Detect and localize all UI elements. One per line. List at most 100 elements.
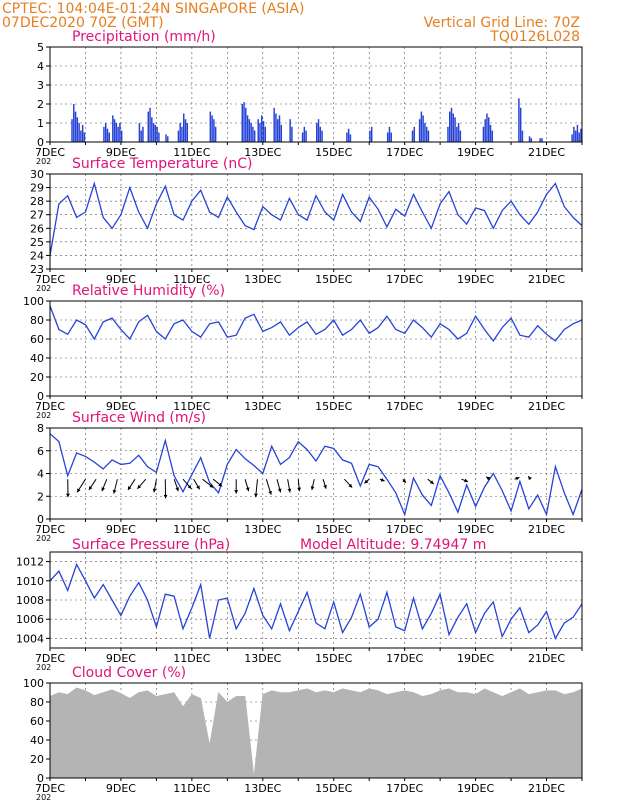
precip-bar (424, 123, 426, 142)
precip-bar (138, 123, 141, 142)
wind-arrow-head (277, 488, 282, 493)
x-tick-label: 9DEC (106, 523, 136, 536)
precip-bar (482, 126, 485, 142)
y-tick-label: 0 (37, 136, 44, 149)
x-tick-label: 9DEC (106, 273, 136, 286)
x-tick-label: 11DEC (173, 652, 210, 665)
precip-bar (81, 124, 84, 142)
x-tick-label: 7DEC (35, 652, 65, 665)
wind-arrow-head (77, 488, 81, 493)
precip-bar (165, 134, 167, 142)
precip-bar (106, 128, 109, 142)
precip-bar (253, 130, 256, 142)
x-tick-label: 9DEC (106, 652, 136, 665)
y-tick-label: 8 (37, 422, 44, 435)
wind-arrow-head (297, 487, 302, 492)
y-tick-label: 60 (30, 333, 44, 346)
x-tick-label: 15DEC (315, 652, 352, 665)
series-line (49, 562, 583, 640)
x-tick-label: 13DEC (244, 523, 281, 536)
wind-arrow-head (234, 490, 239, 494)
panel-title: Precipitation (mm/h) (72, 29, 216, 45)
wind-arrow-head (323, 484, 327, 489)
wind-arrow-head (254, 493, 258, 498)
series-line (49, 433, 583, 517)
series-line (49, 181, 583, 256)
precip-bar (250, 123, 252, 142)
wind-arrow-head (429, 480, 434, 484)
precip-bar (521, 130, 524, 142)
wind-arrow-head (402, 478, 406, 483)
precip-bar (76, 117, 79, 142)
precip-bar (273, 107, 275, 142)
precip-bar (573, 126, 575, 142)
precip-bar (447, 126, 449, 142)
precip-bar (275, 113, 277, 142)
wind-arrow-head (486, 476, 491, 481)
series-line (49, 305, 583, 343)
y-tick-label: 40 (30, 352, 44, 365)
y-tick-label: 100 (23, 295, 44, 308)
wind-arrow-head (218, 482, 223, 487)
precip-bar (119, 123, 121, 142)
precip-bar (80, 130, 82, 142)
x-year-label: 202 (36, 534, 51, 543)
wind-arrow-head (152, 488, 157, 493)
panel-title: Relative Humidity (%) (72, 283, 225, 299)
x-tick-label: 17DEC (386, 652, 423, 665)
precip-bar (576, 124, 579, 142)
wind-arrow-head (515, 476, 520, 481)
x-tick-label: 7DEC (35, 782, 65, 795)
precip-bar (486, 113, 488, 142)
x-tick-label: 11DEC (173, 782, 210, 795)
precip-bar (518, 98, 520, 142)
x-tick-label: 9DEC (106, 400, 136, 413)
precip-bar (578, 132, 580, 142)
x-tick-label: 19DEC (457, 523, 494, 536)
precip-bar (301, 132, 304, 142)
x-tick-label: 21DEC (528, 273, 565, 286)
panel-title: Cloud Cover (%) (72, 665, 186, 681)
precip-bar (280, 124, 283, 142)
panel-frame (49, 427, 583, 520)
precip-bar (276, 119, 279, 142)
panel-frame (49, 46, 583, 143)
y-tick-label: 0 (37, 513, 44, 526)
wind-arrow-head (268, 490, 272, 495)
precip-bar (214, 126, 217, 142)
wind-arrow-head (464, 478, 469, 483)
panel-title: Surface Wind (m/s) (72, 410, 206, 426)
y-tick-label: 0 (37, 772, 44, 785)
precip-bar (151, 117, 153, 142)
precip-bar (167, 136, 169, 142)
y-tick-label: 25 (30, 236, 44, 249)
panel-frame (49, 173, 583, 270)
wind-arrow-head (127, 486, 132, 490)
panel-2: Surface Temperature (nC) 2324252627282930… (30, 156, 583, 293)
precip-bar (530, 138, 533, 142)
x-tick-label: 7DEC (35, 523, 65, 536)
y-tick-label: 30 (30, 168, 44, 181)
precip-bar (179, 123, 181, 142)
y-tick-label: 28 (30, 195, 44, 208)
precip-bar (539, 138, 541, 142)
precip-bar (316, 123, 318, 142)
precip-bar (261, 115, 263, 142)
x-tick-label: 15DEC (315, 782, 352, 795)
precip-bar (454, 117, 456, 142)
precip-bar (420, 111, 423, 142)
precip-bar (117, 126, 119, 142)
precip-bar (321, 130, 323, 142)
x-year-label: 202 (36, 157, 51, 166)
wind-arrow-head (380, 477, 385, 482)
x-tick-label: 21DEC (528, 782, 565, 795)
wind-arrow-head (287, 488, 292, 493)
precip-bar (241, 104, 243, 142)
precip-bar (413, 126, 416, 142)
wind-arrow-head (310, 486, 315, 490)
x-tick-label: 13DEC (244, 273, 281, 286)
precip-bar (425, 126, 428, 142)
x-year-label: 202 (36, 411, 51, 420)
